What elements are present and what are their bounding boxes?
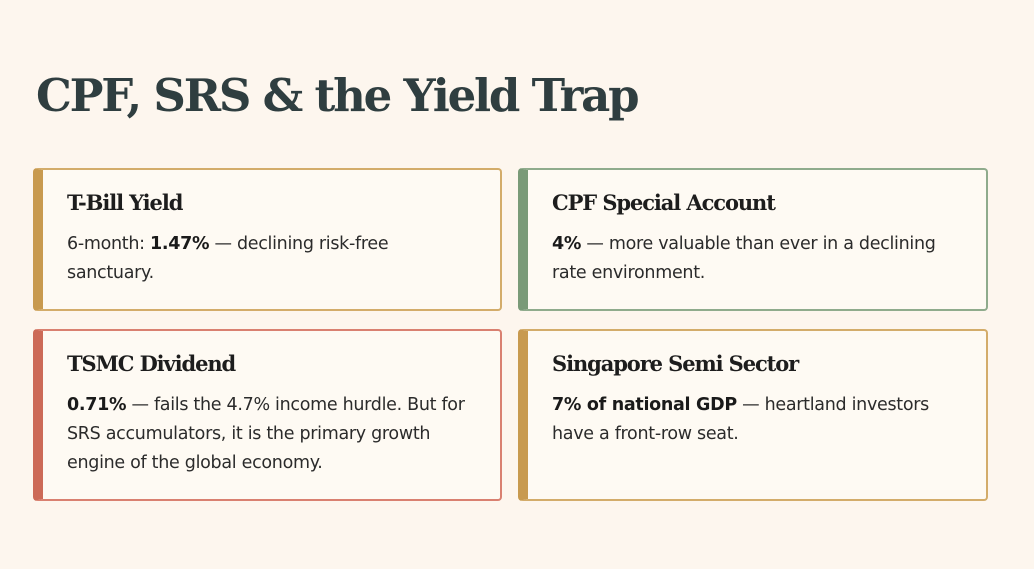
card-body-prefix: 6-month:: [67, 234, 151, 254]
card-body: 7% of national GDP — heartland investors…: [552, 391, 966, 449]
cpf-special-account-card: CPF Special Account 4% — more valuable t…: [518, 168, 988, 311]
card-title: TSMC Dividend: [67, 351, 236, 376]
card-body: 4% — more valuable than ever in a declin…: [552, 230, 966, 288]
card-highlight-value: 0.71%: [67, 395, 127, 415]
singapore-semi-sector-card: Singapore Semi Sector 7% of national GDP…: [518, 329, 988, 501]
card-body-text: — declining risk-free sanctuary.: [67, 234, 389, 283]
card-body: 6-month: 1.47% — declining risk-free san…: [67, 230, 480, 288]
card-body: 0.71% — fails the 4.7% income hurdle. Bu…: [67, 391, 480, 478]
card-body-text: — fails the 4.7% income hurdle. But for …: [67, 395, 465, 473]
card-highlight-value: 1.47%: [150, 234, 210, 254]
card-body-text: — more valuable than ever in a declining…: [552, 234, 936, 283]
page-title: CPF, SRS & the Yield Trap: [36, 69, 640, 122]
card-title: CPF Special Account: [552, 190, 776, 215]
card-highlight-value: 4%: [552, 234, 582, 254]
card-body-text: — heartland investors have a front-row s…: [552, 395, 929, 444]
card-title: T-Bill Yield: [67, 190, 183, 215]
tbill-yield-card: T-Bill Yield 6-month: 1.47% — declining …: [33, 168, 502, 311]
card-title: Singapore Semi Sector: [552, 351, 799, 376]
card-highlight-value: 7% of national GDP: [552, 395, 737, 415]
tsmc-dividend-card: TSMC Dividend 0.71% — fails the 4.7% inc…: [33, 329, 502, 501]
